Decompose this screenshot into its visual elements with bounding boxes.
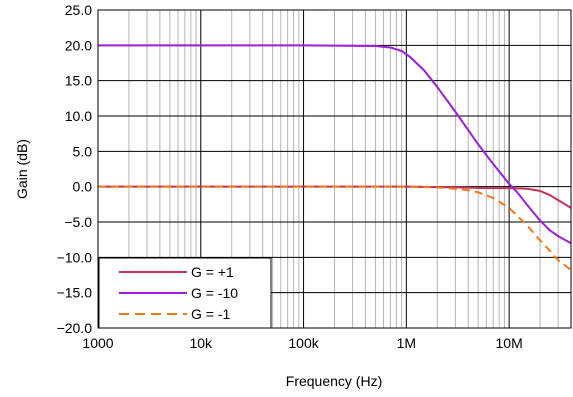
y-tick-label: −10.0 (57, 249, 93, 265)
y-tick-label: 5.0 (73, 143, 93, 159)
x-tick-label: 100k (288, 335, 319, 351)
legend-label: G = +1 (191, 264, 234, 280)
y-tick-label: 15.0 (65, 73, 92, 89)
series-lines (98, 44, 572, 271)
grid-lines (97, 9, 572, 329)
y-axis-label: Gain (dB) (14, 139, 30, 199)
x-tick-label: 1000 (82, 335, 113, 351)
x-axis-label: Frequency (Hz) (286, 373, 382, 389)
y-tick-label: 25.0 (65, 2, 92, 18)
y-tick-label: −5.0 (64, 214, 92, 230)
tick-labels: 1000 10k 100k 1M 10M 25.0 20.0 15.0 10.0 5.0 0.0 −5… (57, 2, 523, 351)
y-tick-label: 10.0 (65, 108, 92, 124)
legend-label: G = -1 (191, 306, 231, 322)
legend: G = +1 G = -10 G = -1 (98, 257, 272, 329)
x-tick-label: 10k (189, 335, 213, 351)
legend-label: G = -10 (191, 285, 238, 301)
y-tick-label: −20.0 (57, 320, 93, 336)
y-tick-label: 0.0 (73, 179, 93, 195)
x-tick-label: 1M (397, 335, 416, 351)
y-tick-label: −15.0 (57, 285, 93, 301)
plot-frame (97, 9, 572, 329)
series-line (98, 44, 572, 245)
x-tick-label: 10M (496, 335, 523, 351)
y-tick-label: 20.0 (65, 37, 92, 53)
